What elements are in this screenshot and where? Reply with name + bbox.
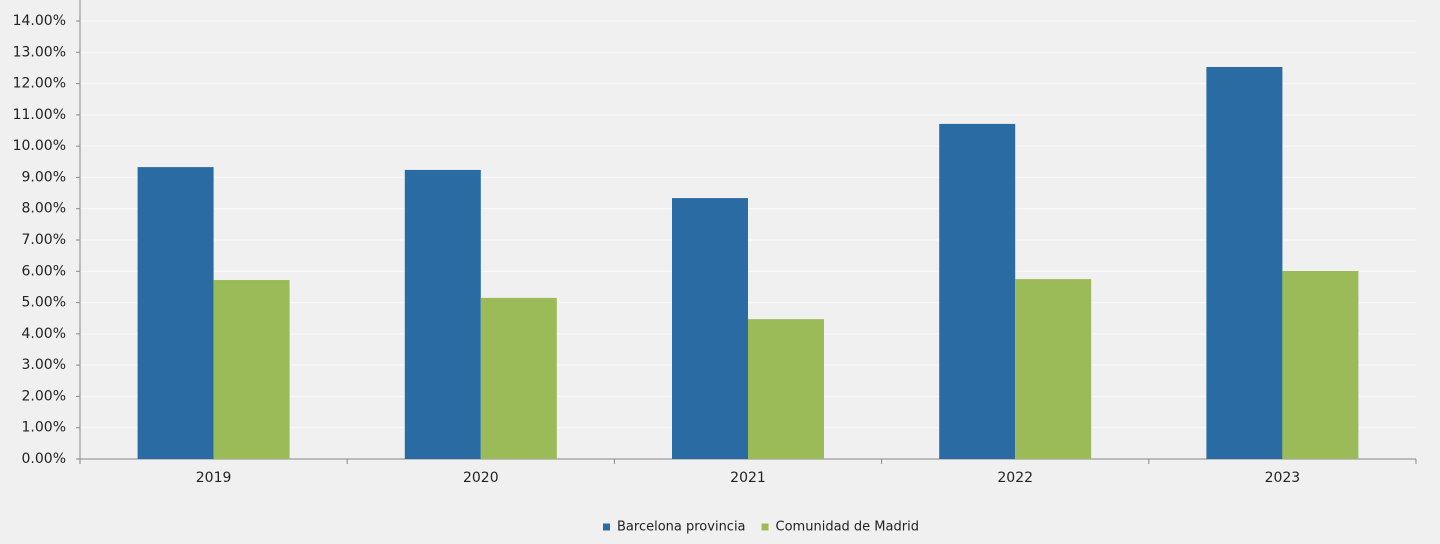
- x-tick-label: 2022: [997, 470, 1033, 486]
- y-tick-label: 7.00%: [22, 232, 66, 248]
- y-tick-label: 0.00%: [22, 451, 66, 467]
- legend-swatch: [761, 523, 769, 531]
- bar: [1282, 270, 1359, 459]
- x-tick-label: 2020: [463, 470, 499, 486]
- y-tick-label: 4.00%: [22, 326, 66, 342]
- x-tick-label: 2019: [196, 470, 232, 486]
- y-tick-label: 9.00%: [22, 169, 66, 185]
- x-tick-label: 2021: [730, 470, 766, 486]
- legend: Barcelona provincia Comunidad de Madrid: [603, 520, 919, 535]
- y-tick-label: 14.00%: [13, 13, 66, 29]
- bar: [939, 123, 1016, 460]
- y-tick-label: 12.00%: [13, 76, 66, 92]
- legend-swatch: [603, 523, 610, 531]
- bar: [748, 319, 824, 459]
- y-tick-label: 10.00%: [13, 138, 66, 154]
- y-tick-label: 3.00%: [22, 357, 66, 373]
- y-tick-label: 11.00%: [13, 107, 66, 123]
- bar: [1206, 66, 1283, 460]
- bar: [404, 169, 481, 460]
- bar: [213, 280, 290, 459]
- y-tick-label: 5.00%: [22, 295, 66, 311]
- y-tick-label: 2.00%: [22, 388, 66, 404]
- x-tick-label: 2023: [1265, 470, 1301, 486]
- bar: [1015, 279, 1092, 459]
- legend-label: Comunidad de Madrid: [776, 520, 919, 535]
- legend-label: Barcelona provincia: [617, 520, 746, 535]
- bar: [672, 198, 748, 459]
- bar: [480, 297, 557, 459]
- bar: [137, 167, 214, 459]
- y-tick-label: 1.00%: [22, 420, 66, 436]
- y-tick-label: 6.00%: [22, 263, 66, 279]
- y-tick-label: 8.00%: [22, 201, 66, 217]
- y-tick-label: 13.00%: [13, 44, 66, 60]
